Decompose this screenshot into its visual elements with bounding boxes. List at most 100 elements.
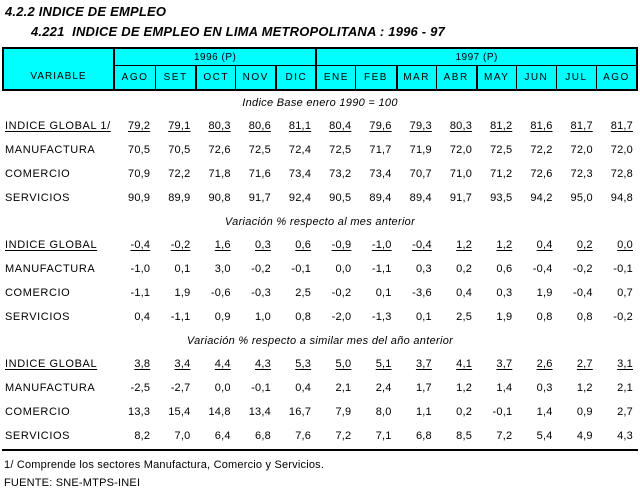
value-cell: -0,2	[331, 287, 352, 299]
value-cell: 72,4	[288, 144, 312, 156]
value-cell: 80,3	[208, 120, 231, 132]
value-cell: 72,0	[449, 144, 473, 156]
value-cell: 1,2	[456, 382, 473, 394]
value-cell: 89,4	[369, 192, 392, 204]
value-cell: -1,1	[130, 287, 151, 299]
value-cell: -2,7	[170, 382, 191, 394]
value-cell: 81,7	[570, 120, 593, 132]
value-cell: 0,0	[617, 239, 633, 251]
value-cell: 1,6	[214, 239, 231, 251]
value-cell: 71,7	[369, 144, 392, 156]
column-header-month: JUN	[515, 66, 556, 89]
value-cell: 81,6	[530, 120, 553, 132]
column-header-month: OCT	[195, 66, 235, 89]
value-cell: 0,1	[375, 287, 392, 299]
value-cell: 70,7	[409, 168, 432, 180]
value-cell: -1,1	[170, 311, 191, 323]
column-header-month: SET	[155, 66, 195, 89]
page-subtitle: 4.221 INDICE DE EMPLEO EN LIMA METROPOLI…	[31, 24, 445, 39]
column-header-month: NOV	[235, 66, 275, 89]
value-cell: 1,9	[496, 311, 513, 323]
value-cell: 1,0	[255, 311, 271, 323]
value-cell: 2,5	[295, 287, 312, 299]
row-label: SERVICIOS	[5, 311, 71, 323]
page-title: 4.2.2 INDICE DE EMPLEO	[5, 4, 167, 19]
value-cell: 1,9	[536, 287, 553, 299]
value-cell: 1,7	[415, 382, 432, 394]
value-cell: 3,7	[496, 358, 513, 370]
value-cell: 0,3	[536, 382, 553, 394]
value-cell: 70,9	[128, 168, 151, 180]
value-cell: 94,2	[530, 192, 553, 204]
value-cell: 81,2	[490, 120, 513, 132]
value-cell: 91,7	[248, 192, 271, 204]
value-cell: 72,8	[610, 168, 633, 180]
value-cell: 0,2	[456, 263, 473, 275]
value-cell: -0,4	[532, 263, 553, 275]
value-cell: -0,1	[492, 406, 513, 418]
value-cell: 91,7	[449, 192, 473, 204]
row-label: INDICE GLOBAL	[5, 239, 98, 251]
value-cell: 92,4	[288, 192, 312, 204]
value-cell: -3,6	[412, 287, 432, 299]
value-cell: 94,8	[610, 192, 633, 204]
column-group-1996: 1996 (P)	[115, 49, 316, 66]
table-row: SERVICIOS 90,9 89,9 90,8 91,7 92,4 90,5 89,4 89,…	[2, 186, 638, 210]
row-label: MANUFACTURA	[5, 382, 96, 394]
table-row: COMERCIO -1,1 1,9 -0,6 -0,3 2,5 -0,2 0,1 -3,6 0,4…	[2, 281, 638, 305]
value-cell: 0,8	[576, 311, 593, 323]
value-cell: 7,1	[375, 430, 392, 442]
value-cell: 4,3	[255, 358, 271, 370]
value-cell: 72,5	[248, 144, 271, 156]
value-cell: -2,5	[130, 382, 151, 394]
value-cell: 72,6	[208, 144, 231, 156]
value-cell: 2,6	[536, 358, 553, 370]
value-cell: 4,1	[456, 358, 473, 370]
row-label: INDICE GLOBAL	[5, 358, 98, 370]
value-cell: 5,4	[536, 430, 553, 442]
row-label: COMERCIO	[5, 287, 71, 299]
value-cell: 1,9	[174, 287, 191, 299]
value-cell: 5,1	[375, 358, 392, 370]
column-header-month: DIC	[275, 66, 315, 89]
value-cell: 0,0	[335, 263, 352, 275]
value-cell: 72,3	[570, 168, 593, 180]
value-cell: 1,2	[456, 239, 473, 251]
value-cell: -0,6	[210, 287, 231, 299]
value-cell: -0,2	[251, 263, 271, 275]
value-cell: 73,2	[329, 168, 352, 180]
table-row: SERVICIOS 8,2 7,0 6,4 6,8 7,6 7,2 7,1 6,8 8,5 7,2 5…	[2, 424, 638, 448]
value-cell: 2,4	[375, 382, 392, 394]
section-heading: Variación % respecto a similar mes del a…	[186, 334, 454, 347]
value-cell: 73,4	[288, 168, 312, 180]
value-cell: 71,8	[208, 168, 231, 180]
column-header-month: AGO	[595, 66, 636, 89]
table-row: INDICE GLOBAL 3,8 3,4 4,4 4,3 5,3 5,0 5,1 3,7 4,1…	[2, 352, 638, 376]
value-cell: 0,3	[415, 263, 432, 275]
value-cell: 13,4	[248, 406, 271, 418]
value-cell: 0,3	[496, 287, 513, 299]
table-body: Indice Base enero 1990 = 100 INDICE GLOBA…	[2, 91, 638, 448]
value-cell: 8,0	[375, 406, 392, 418]
value-cell: -0,9	[331, 239, 352, 251]
value-cell: 7,9	[335, 406, 352, 418]
value-cell: -2,0	[331, 311, 352, 323]
value-cell: -0,2	[573, 263, 593, 275]
value-cell: 3,4	[174, 358, 191, 370]
value-cell: 0,0	[214, 382, 231, 394]
value-cell: 71,0	[449, 168, 473, 180]
value-cell: -0,1	[613, 263, 633, 275]
footnote: 1/ Comprende los sectores Manufactura, C…	[4, 459, 325, 471]
value-cell: 80,4	[329, 120, 352, 132]
value-cell: 0,9	[214, 311, 231, 323]
value-cell: -1,0	[371, 239, 392, 251]
value-cell: 89,9	[168, 192, 191, 204]
table-row: COMERCIO 70,9 72,2 71,8 71,6 73,4 73,2 73,4 70,7…	[2, 162, 638, 186]
column-header-month: AGO	[121, 72, 149, 83]
value-cell: 2,1	[617, 382, 633, 394]
column-header-month: FEB	[355, 66, 395, 89]
value-cell: 89,4	[409, 192, 432, 204]
value-cell: 0,4	[536, 239, 553, 251]
table-row: SERVICIOS 0,4 -1,1 0,9 1,0 0,8 -2,0 -1,3 0,1 2,5 1…	[2, 305, 638, 329]
